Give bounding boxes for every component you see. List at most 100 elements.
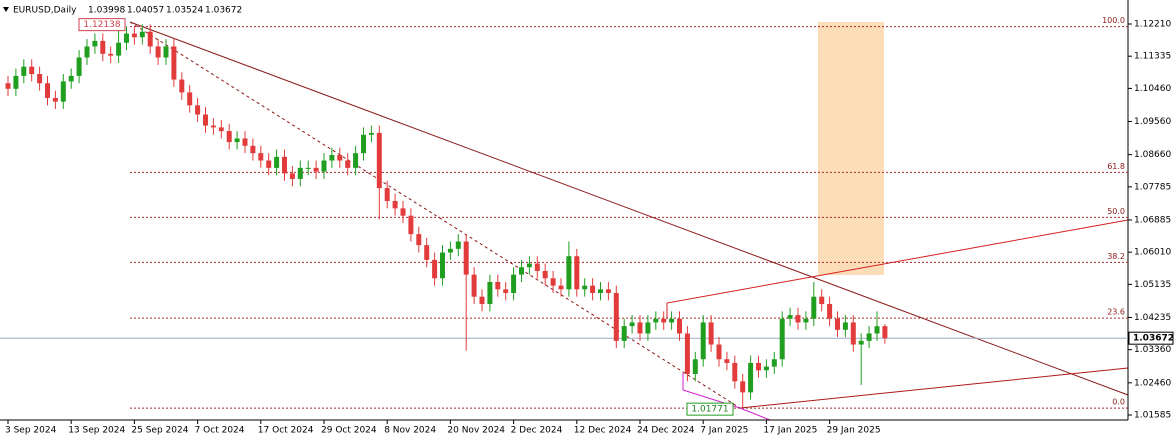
candle-body [850, 322, 856, 345]
zigzag-line [682, 373, 771, 421]
candle-body [795, 315, 801, 323]
channel-line [666, 219, 1129, 318]
candle-body [408, 215, 414, 235]
y-tick-label: 1.12210 [1134, 19, 1171, 29]
candle-body [52, 97, 58, 102]
candle-body [740, 381, 746, 393]
current-price-label: 1.03672 [1133, 334, 1174, 344]
candle-body [882, 326, 888, 339]
candle-body [866, 333, 872, 341]
candle-body [13, 75, 19, 89]
candle-body [210, 125, 216, 128]
candle-body [637, 322, 643, 334]
x-tick-label: 29 Jan 2025 [827, 426, 881, 436]
y-tick-label: 1.06885 [1134, 215, 1171, 225]
candle-body [835, 318, 840, 330]
candle-body [424, 245, 430, 260]
candle-body [305, 167, 311, 169]
candle-body [384, 188, 390, 202]
candle-body [708, 322, 714, 345]
candle-body [92, 40, 98, 47]
candle-body [503, 289, 509, 294]
candle-body [345, 160, 351, 168]
candle-body [68, 75, 74, 82]
y-tick-label: 1.08660 [1134, 150, 1171, 160]
header-close: 1.03672 [205, 6, 242, 16]
low-label: 1.01771 [691, 405, 728, 415]
candle-body [842, 322, 848, 330]
candle-body [621, 326, 627, 341]
y-tick-label: 1.01585 [1134, 410, 1171, 420]
candle-body [179, 79, 185, 93]
x-tick-label: 2 Dec 2024 [511, 426, 563, 436]
y-tick-label: 1.03360 [1134, 345, 1171, 355]
candle-body [700, 322, 706, 360]
candle-body [677, 318, 682, 334]
candle-body [155, 46, 161, 58]
candle-body [495, 281, 501, 290]
candle-body [534, 263, 540, 271]
x-tick-label: 29 Oct 2024 [321, 426, 377, 436]
candle-body [605, 289, 611, 294]
candle-body [45, 83, 50, 98]
candle-body [195, 105, 201, 115]
candle-body [218, 127, 224, 132]
y-tick-label: 1.07785 [1134, 182, 1171, 192]
candle-body [763, 366, 769, 371]
candle-body [116, 42, 122, 56]
candle-body [661, 318, 667, 323]
current-price-box [1128, 331, 1174, 345]
candle-body [258, 153, 264, 161]
candle-body [250, 145, 256, 154]
candle-body [266, 160, 272, 168]
fib-trend-line [129, 21, 741, 409]
candle-body [819, 296, 825, 305]
candle-body [353, 153, 359, 168]
y-tick-label: 1.11335 [1134, 52, 1171, 62]
candle-body [732, 362, 738, 382]
candle-body [669, 318, 675, 323]
fib-label: 100.0 [1102, 16, 1125, 25]
fib-label: 50.0 [1107, 207, 1125, 216]
candle-body [361, 134, 366, 154]
candle-body [455, 241, 461, 249]
candle-body [337, 155, 343, 161]
candle-body [76, 57, 82, 76]
x-tick-label: 7 Oct 2024 [195, 426, 245, 436]
x-tick-label: 24 Dec 2024 [637, 426, 695, 436]
candle-body [519, 267, 524, 275]
candle-body [479, 296, 485, 305]
candle-body [803, 318, 809, 323]
x-tick-label: 13 Sep 2024 [68, 426, 125, 436]
x-tick-label: 7 Jan 2025 [700, 426, 748, 436]
candle-body [724, 359, 730, 363]
candle-body [566, 256, 572, 290]
y-tick-label: 1.09560 [1134, 117, 1171, 127]
candle-body [487, 281, 493, 305]
candle-body [21, 66, 27, 76]
x-tick-label: 20 Nov 2024 [447, 426, 505, 436]
x-tick-label: 17 Jan 2025 [763, 426, 817, 436]
candle-body [139, 31, 145, 38]
candle-body [574, 256, 580, 290]
symbol-icon [3, 7, 9, 12]
candle-body [684, 333, 690, 374]
candle-body [756, 362, 761, 371]
candle-body [297, 167, 303, 179]
candle-body [392, 201, 398, 209]
y-tick-label: 1.02460 [1134, 378, 1171, 388]
candle-body [432, 259, 438, 279]
candle-body [242, 138, 248, 146]
fib-label: 38.2 [1107, 252, 1125, 261]
candle-body [716, 344, 722, 360]
fib-label: 23.6 [1107, 308, 1125, 317]
candle-body [787, 315, 793, 319]
high-label-box [78, 18, 126, 32]
channel-line [739, 367, 1129, 409]
high-label: 1.12138 [83, 20, 120, 30]
candle-body [321, 160, 327, 172]
candle-body [163, 46, 169, 58]
candle-body [526, 263, 532, 268]
fib-label: 0.0 [1112, 398, 1125, 407]
